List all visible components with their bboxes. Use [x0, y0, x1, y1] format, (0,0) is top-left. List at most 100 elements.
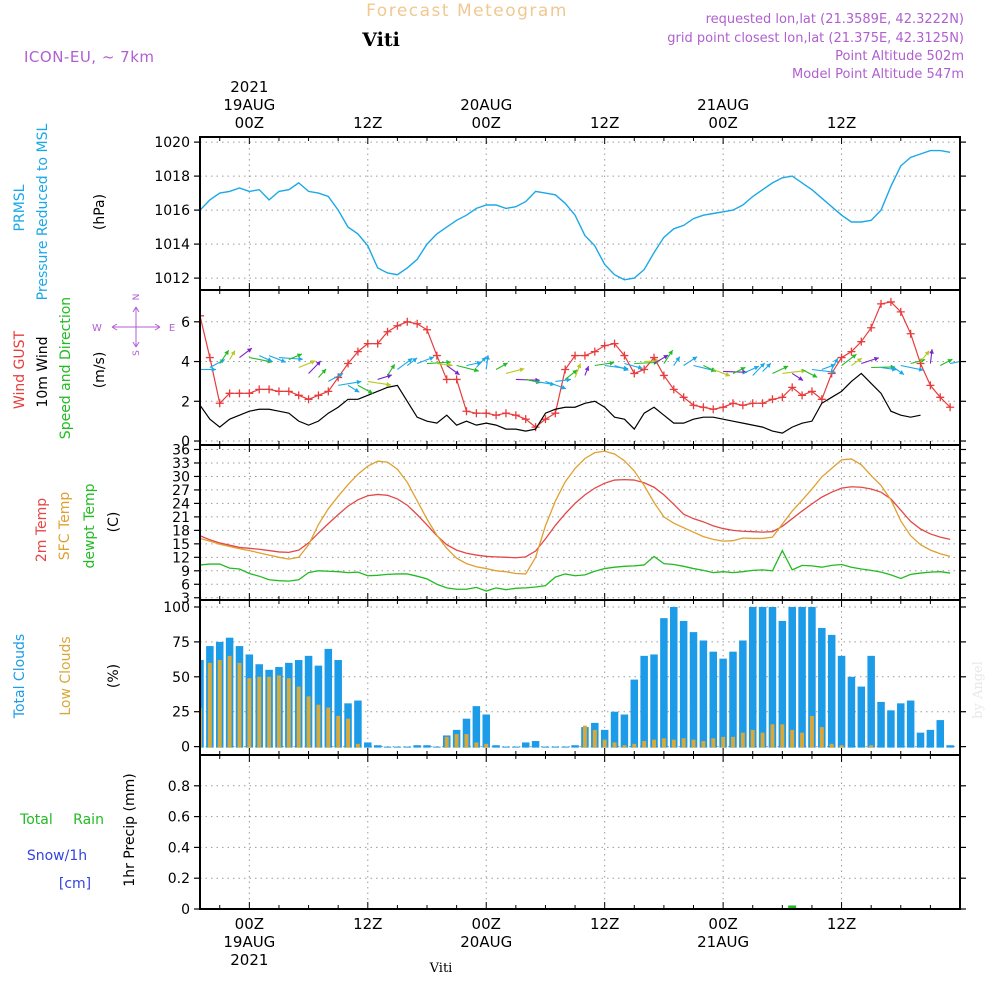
- y-tick-label: 1018: [154, 169, 190, 185]
- wind-arrow-head: [924, 350, 930, 356]
- y-tick-label: 100: [163, 600, 190, 616]
- wind-arrow-head: [267, 357, 273, 362]
- low-cloud-bar: [346, 718, 351, 748]
- cloud-label-total: Total Clouds: [12, 634, 28, 719]
- low-cloud-bar: [829, 743, 834, 748]
- pressure-panel: 1012 1014 1016 1018 1020: [154, 135, 966, 291]
- wind-arrow-head: [412, 357, 418, 363]
- y-tick-label: 0: [181, 434, 190, 450]
- panel-frame: [199, 136, 961, 291]
- low-cloud-bar: [800, 732, 805, 748]
- total-cloud-bar: [798, 606, 806, 748]
- top-time-label: 12Z: [827, 114, 856, 132]
- low-cloud-bar: [454, 734, 459, 748]
- total-cloud-bar: [936, 720, 945, 748]
- compass-vertical: [132, 306, 140, 348]
- gust-point: [442, 375, 451, 384]
- pressure-label-desc: Pressure Reduced to MSL: [35, 123, 51, 300]
- top-time-label: 00Z: [235, 114, 264, 132]
- gust-point: [472, 409, 481, 418]
- gust-point: [758, 399, 767, 408]
- total-cloud-bar: [946, 745, 954, 748]
- wind-label-dir: Speed and Direction: [58, 297, 74, 439]
- gust-point: [590, 347, 599, 356]
- gust-point: [363, 339, 372, 348]
- low-cloud-bar: [247, 678, 252, 748]
- gust-point: [807, 387, 816, 396]
- y-tick-label: 3: [181, 591, 190, 607]
- low-cloud-bar: [267, 676, 272, 748]
- y-tick-label: 0: [181, 902, 190, 918]
- wind-arrow-head: [833, 358, 838, 364]
- y-tick-label: 75: [172, 635, 190, 651]
- low-cloud-bar: [701, 741, 706, 748]
- bottom-time-label: 12Z: [590, 915, 619, 933]
- gust-point: [561, 365, 570, 374]
- gust-point: [738, 401, 747, 410]
- low-cloud-bar: [760, 732, 765, 748]
- wind-arrow-head: [692, 356, 698, 362]
- gust-point: [906, 329, 915, 338]
- wind-arrow-head: [783, 365, 789, 371]
- wind-arrow-head: [637, 364, 643, 370]
- y-tick-label: 50: [172, 670, 190, 686]
- gust-point: [294, 391, 303, 400]
- low-cloud-bar: [869, 745, 874, 748]
- total-cloud-bar: [571, 745, 579, 748]
- wind-arrow-head: [476, 360, 482, 366]
- compass-e: E: [169, 323, 175, 334]
- wind-arrow-head: [759, 362, 765, 368]
- y-tick-label: 0.4: [168, 840, 190, 856]
- gust-point: [344, 359, 353, 368]
- low-cloud-bar: [592, 729, 597, 748]
- low-cloud-bar: [652, 739, 656, 748]
- precip-label-rain: Total Rain: [19, 812, 104, 828]
- wind-arrow-head: [356, 379, 362, 385]
- wind-arrow-head: [390, 364, 395, 370]
- plot-area: [200, 905, 960, 909]
- gust-point: [413, 319, 422, 328]
- temp-label-sfc: SFC Temp: [57, 492, 73, 561]
- top-time-label: 20AUG: [460, 96, 512, 114]
- y-tick-label: 27: [172, 483, 190, 499]
- gust-point: [353, 347, 362, 356]
- wind-arrow-head: [798, 376, 804, 381]
- gust-point: [659, 371, 668, 380]
- wind-arrow-head: [280, 358, 286, 363]
- low-cloud-bar: [839, 745, 844, 748]
- y-tick-label: 15: [172, 537, 190, 553]
- low-cloud-bar: [336, 715, 341, 748]
- gust-point: [432, 351, 441, 360]
- total-cloud-bar: [650, 654, 658, 748]
- gust-point: [847, 347, 856, 356]
- wind-arrow-head: [211, 367, 216, 372]
- gust-point: [610, 339, 619, 348]
- total-cloud-bar: [561, 746, 569, 748]
- wind-arrow-head: [830, 369, 836, 375]
- total-cloud-bar: [758, 606, 767, 748]
- gust-point: [482, 409, 491, 418]
- wind-arrow-head: [367, 389, 373, 394]
- wind-arrow-head: [230, 350, 236, 356]
- low-cloud-bar: [612, 742, 617, 748]
- gust-point: [462, 407, 471, 416]
- pressure-label-prmsl: PRMSL: [12, 184, 28, 231]
- wind-arrow-head: [566, 377, 571, 383]
- total-cloud-bar: [472, 706, 481, 748]
- low-cloud-bar: [582, 725, 587, 748]
- bottom-time-label: 00Z: [708, 915, 737, 933]
- low-cloud-bar: [671, 739, 676, 748]
- wind-arrow-head: [407, 358, 413, 363]
- wind-arrow-head: [447, 362, 453, 368]
- low-cloud-bar: [622, 745, 627, 748]
- precip-label-cm: [cm]: [59, 876, 91, 892]
- total-cloud-bar: [413, 745, 421, 748]
- total-cloud-bar: [867, 655, 875, 748]
- gust-point: [383, 327, 392, 336]
- total-cloud-bar: [521, 742, 530, 748]
- gust-point: [709, 405, 718, 414]
- bottom-time-label: 12Z: [827, 915, 856, 933]
- top-time-label: 00Z: [708, 114, 737, 132]
- gust-point: [551, 409, 560, 418]
